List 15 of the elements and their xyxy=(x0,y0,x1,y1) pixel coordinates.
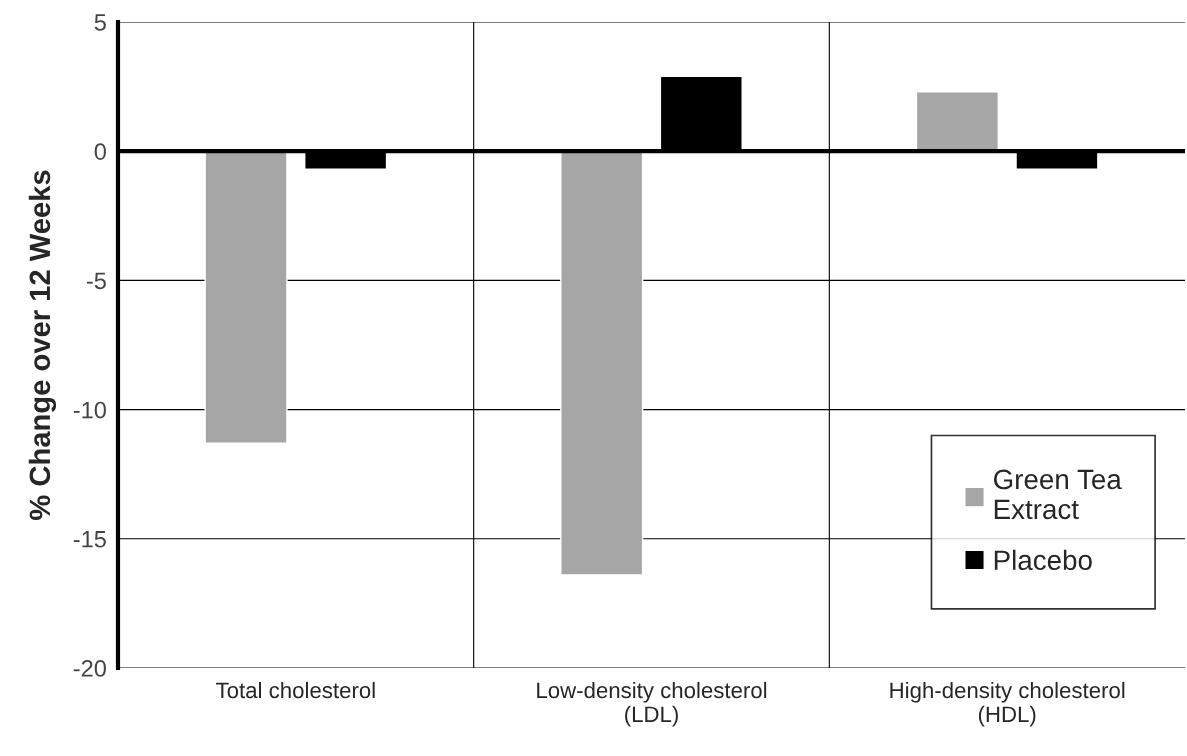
bar xyxy=(915,91,999,152)
x-tick-label: Low-density cholesterol (LDL) xyxy=(537,681,767,727)
x-tick-label: Total cholesterol xyxy=(216,681,375,699)
bar xyxy=(204,150,288,444)
bar xyxy=(560,150,644,576)
y-tick-label: 0 xyxy=(94,143,106,160)
y-tick-label: -10 xyxy=(73,401,106,419)
y-tick-label: -5 xyxy=(86,272,106,290)
y-axis-title: % Change over 12 Weeks xyxy=(28,170,57,520)
y-tick-label: 5 xyxy=(94,14,106,31)
legend-label: Green Tea Extract xyxy=(993,469,1122,520)
y-tick-label: -15 xyxy=(73,531,106,548)
legend-label: Placebo xyxy=(994,549,1092,571)
x-tick-label: High-density cholesterol (HDL) xyxy=(890,681,1125,727)
y-tick-label: -20 xyxy=(73,660,106,677)
